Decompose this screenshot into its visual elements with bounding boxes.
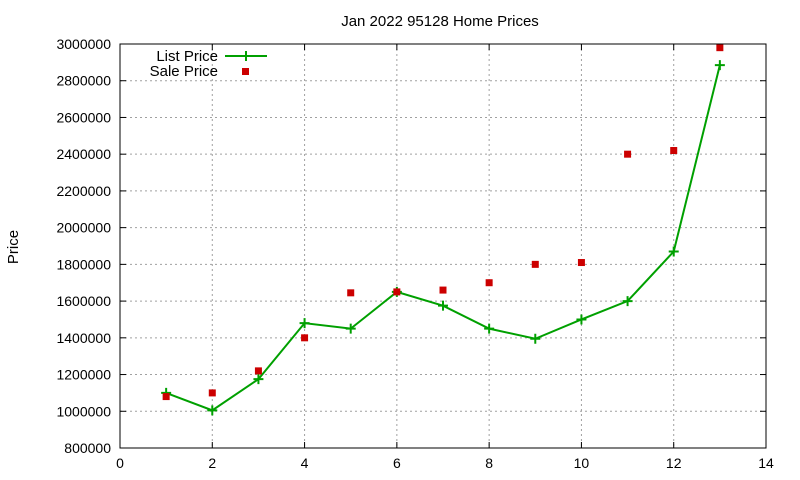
series-0 (161, 60, 725, 416)
y-tick-labels: 800000 1000000 1200000 1400000 1600000 180000… (56, 36, 111, 456)
x-tick-label: 10 (574, 455, 590, 471)
sale-price-point (393, 288, 401, 296)
x-tick-label: 8 (485, 455, 493, 471)
list-price-point (576, 314, 587, 325)
list-price-point (714, 60, 725, 71)
list-price-point (207, 405, 218, 416)
y-tick-label: 1800000 (56, 256, 111, 272)
legend-marker-sale-price (242, 68, 249, 75)
list-price-point (299, 318, 310, 329)
y-axis-label: Price (5, 230, 22, 264)
series-1 (162, 44, 724, 401)
x-tick-label: 14 (758, 455, 774, 471)
sale-price-point (347, 289, 355, 297)
legend-label-list-price: List Price (156, 48, 218, 65)
y-tick-label: 2800000 (56, 73, 111, 89)
list-price-point (253, 374, 264, 385)
legend: List Price Sale Price (150, 48, 267, 80)
y-tick-label: 2200000 (56, 183, 111, 199)
list-price-point (438, 300, 448, 311)
series-layer (161, 44, 725, 416)
chart-title: Jan 2022 95128 Home Prices (341, 13, 539, 30)
sale-price-point (485, 279, 493, 287)
x-tick-label: 12 (666, 455, 682, 471)
y-tick-label: 2000000 (56, 220, 111, 236)
y-tick-label: 1000000 (56, 403, 111, 419)
sale-price-point (254, 367, 262, 375)
x-tick-label: 2 (208, 455, 216, 471)
list-price-point (530, 333, 541, 344)
sale-price-point (301, 334, 309, 342)
sale-price-point (670, 147, 678, 155)
list-price-point (622, 296, 633, 307)
y-tick-label: 1600000 (56, 293, 111, 309)
x-tick-labels: 0 2 4 6 8 10 12 14 (116, 455, 774, 471)
legend-marker-list-price (241, 51, 251, 61)
list-price-point (345, 323, 356, 334)
sale-price-point (716, 44, 724, 52)
y-tick-label: 2400000 (56, 146, 111, 162)
plot-frame (119, 43, 767, 449)
axis-ticks (119, 43, 767, 449)
y-tick-label: 1400000 (56, 330, 111, 346)
x-tick-label: 0 (116, 455, 124, 471)
list-price-point (484, 323, 495, 334)
sale-price-point (162, 393, 170, 401)
y-tick-label: 2600000 (56, 109, 111, 125)
list-price-point (668, 246, 679, 257)
sale-price-point (208, 389, 216, 397)
grid-lines (120, 44, 766, 448)
sale-price-point (531, 260, 539, 268)
y-tick-label: 800000 (64, 440, 111, 456)
sale-price-point (577, 259, 585, 267)
y-tick-label: 1200000 (56, 367, 111, 383)
sale-price-point (439, 286, 447, 294)
x-tick-label: 4 (301, 455, 309, 471)
list-price-line (165, 64, 721, 412)
legend-label-sale-price: Sale Price (150, 63, 218, 80)
sale-price-point (624, 150, 632, 158)
x-tick-label: 6 (393, 455, 401, 471)
y-tick-label: 3000000 (56, 36, 111, 52)
